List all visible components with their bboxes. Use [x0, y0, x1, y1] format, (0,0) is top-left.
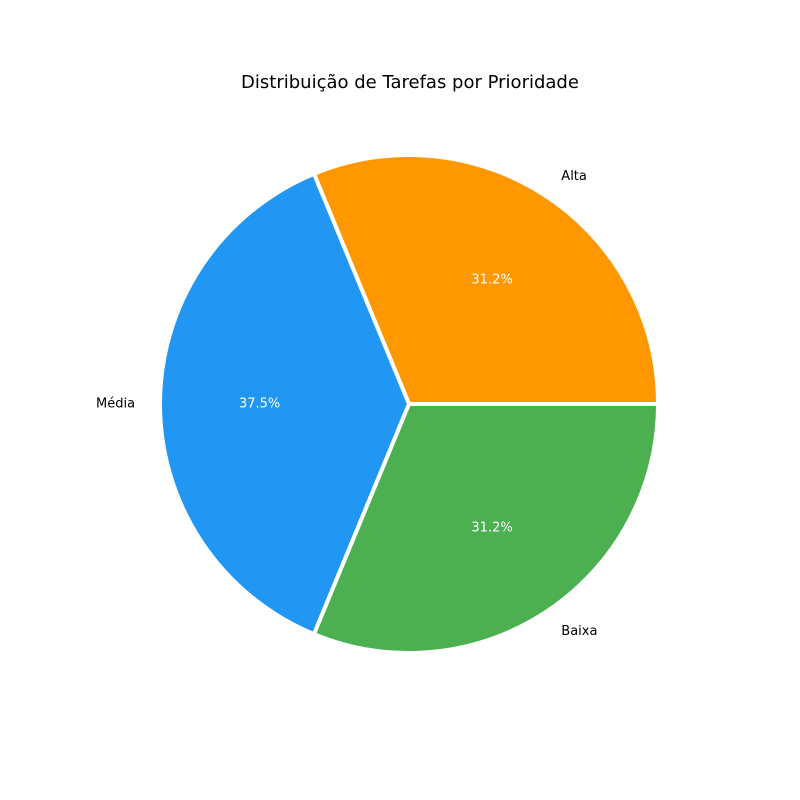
pie-slice-baixa	[311, 402, 661, 655]
pie-slice-media	[158, 171, 412, 637]
pie-slice-alta	[311, 153, 661, 406]
slice-percent-label: 37.5%	[239, 397, 280, 412]
pie-labels: Alta 31.2% Média 37.5% Baixa 31.2%	[96, 169, 597, 639]
slice-category-label: Alta	[561, 169, 587, 184]
slice-percent-label: 31.2%	[471, 272, 512, 287]
slice-percent-label: 31.2%	[471, 521, 512, 536]
pie-slices	[158, 153, 661, 655]
chart-title: Distribuição de Tarefas por Prioridade	[241, 72, 579, 93]
slice-category-label: Baixa	[561, 624, 597, 639]
slice-category-label: Média	[96, 397, 135, 412]
